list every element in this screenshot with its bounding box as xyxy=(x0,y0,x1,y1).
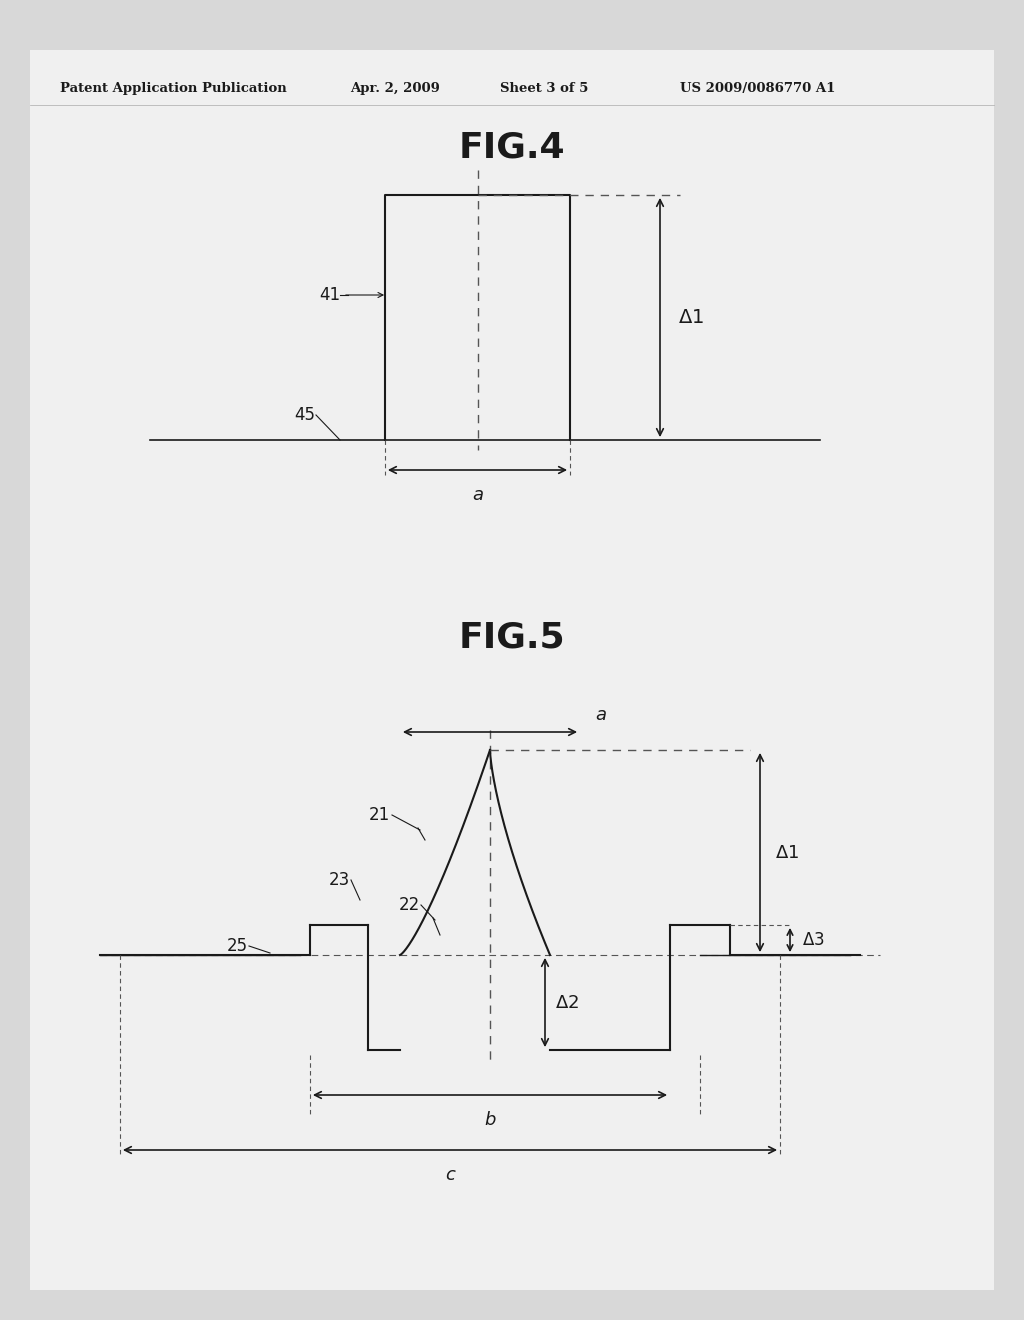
Text: US 2009/0086770 A1: US 2009/0086770 A1 xyxy=(680,82,836,95)
Text: 23: 23 xyxy=(329,871,350,888)
Text: 45: 45 xyxy=(294,407,315,424)
Text: 41: 41 xyxy=(318,286,340,304)
Text: $\Delta$2: $\Delta$2 xyxy=(555,994,579,1011)
Text: FIG.4: FIG.4 xyxy=(459,129,565,164)
Text: $\Delta$3: $\Delta$3 xyxy=(802,931,824,949)
Text: FIG.5: FIG.5 xyxy=(459,620,565,653)
Text: c: c xyxy=(445,1166,455,1184)
Text: 25: 25 xyxy=(227,937,248,954)
Text: 22: 22 xyxy=(398,896,420,913)
Text: Apr. 2, 2009: Apr. 2, 2009 xyxy=(350,82,440,95)
Text: Sheet 3 of 5: Sheet 3 of 5 xyxy=(500,82,589,95)
Text: $\Delta$1: $\Delta$1 xyxy=(775,843,799,862)
Text: b: b xyxy=(484,1111,496,1129)
Text: a: a xyxy=(472,486,483,504)
Text: a: a xyxy=(595,706,606,723)
Text: $\Delta$1: $\Delta$1 xyxy=(678,308,703,327)
Text: 21: 21 xyxy=(369,807,390,824)
Text: Patent Application Publication: Patent Application Publication xyxy=(60,82,287,95)
